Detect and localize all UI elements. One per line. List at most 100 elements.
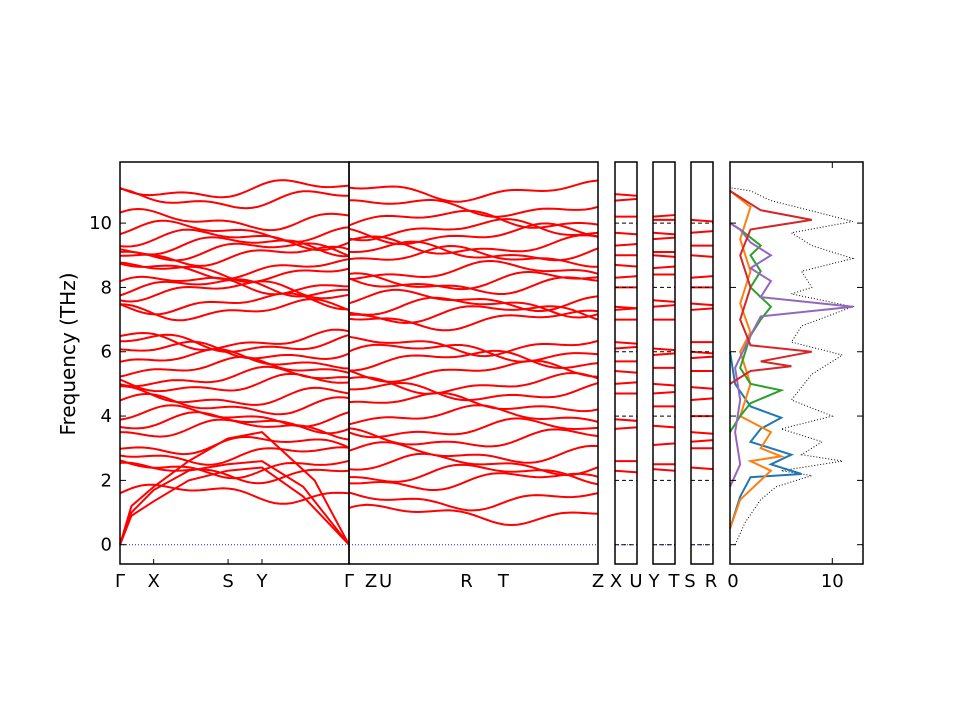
band-line-p2-6 bbox=[348, 427, 599, 448]
band-line-xu-5 bbox=[614, 381, 638, 385]
y-tick-label-4: 8 bbox=[101, 277, 112, 298]
band-line-xu-2 bbox=[614, 426, 638, 430]
band-line-p2-21 bbox=[348, 270, 599, 291]
band-line-p1-22 bbox=[119, 261, 350, 284]
band-line-p2-12 bbox=[348, 359, 599, 383]
kpath1-label-4: Γ bbox=[344, 571, 354, 592]
band-line-xu-15 bbox=[614, 263, 638, 268]
dos-partial-line-0 bbox=[729, 351, 802, 529]
band-line-p2-11 bbox=[348, 371, 599, 395]
band-line-p1-25 bbox=[119, 242, 350, 262]
band-line-xu-21 bbox=[614, 193, 638, 197]
xu-label-0: X bbox=[610, 571, 622, 592]
acoustic-branch-1 bbox=[119, 460, 350, 546]
band-line-yt-11 bbox=[652, 304, 676, 308]
band-line-xu-12 bbox=[614, 305, 638, 310]
band-line-yt-20 bbox=[652, 214, 676, 218]
band-line-p2-19 bbox=[348, 288, 599, 312]
y-axis-label: Frequency (THz) bbox=[56, 272, 80, 435]
band-line-p2-0 bbox=[348, 503, 599, 527]
band-line-p1-9 bbox=[119, 385, 350, 406]
band-line-yt-3 bbox=[652, 424, 676, 429]
kpath1-label-1: X bbox=[147, 571, 159, 592]
band-line-sr-12 bbox=[690, 302, 714, 307]
dos-x-tick-label-1: 10 bbox=[821, 571, 844, 592]
y-tick-label-5: 10 bbox=[89, 213, 112, 234]
band-line-xu-17 bbox=[614, 243, 638, 247]
band-line-sr-17 bbox=[690, 230, 714, 234]
band-line-sr-3 bbox=[690, 431, 714, 435]
band-line-p2-13 bbox=[348, 349, 599, 372]
band-line-p2-7 bbox=[348, 417, 599, 439]
y-tick-label-0: 0 bbox=[101, 535, 112, 556]
band-line-yt-6 bbox=[652, 382, 676, 387]
band-line-yt-12 bbox=[652, 299, 676, 303]
bands-layer bbox=[119, 179, 855, 546]
band-line-sr-0 bbox=[690, 466, 714, 471]
band-line-p1-11 bbox=[119, 365, 350, 388]
panel-frame-3 bbox=[652, 161, 676, 565]
band-line-p2-3 bbox=[349, 463, 599, 486]
dos-partial-line-4 bbox=[729, 190, 812, 385]
y-tick-label-1: 2 bbox=[101, 470, 112, 491]
sr-label-1: R bbox=[705, 571, 718, 592]
yt-label-0: Y bbox=[648, 571, 661, 592]
band-line-p1-12 bbox=[119, 355, 350, 378]
band-line-p2-18 bbox=[348, 296, 599, 319]
band-line-p2-5 bbox=[348, 441, 599, 464]
band-line-sr-11 bbox=[690, 307, 714, 311]
band-line-xu-3 bbox=[614, 418, 638, 422]
panel-frame-1 bbox=[348, 161, 599, 565]
band-line-yt-17 bbox=[652, 236, 676, 241]
kpath1-label-0: Γ bbox=[115, 571, 125, 592]
band-line-p1-23 bbox=[119, 258, 350, 281]
band-line-p1-8 bbox=[119, 392, 350, 416]
band-line-p2-24 bbox=[348, 240, 599, 262]
band-line-yt-2 bbox=[652, 442, 676, 447]
band-line-p2-8 bbox=[348, 404, 599, 426]
band-line-sr-6 bbox=[690, 386, 714, 390]
kpath2-label-3: T bbox=[497, 571, 510, 592]
band-line-p1-27 bbox=[119, 228, 350, 252]
band-line-p1-21 bbox=[119, 275, 350, 296]
band-line-p1-19 bbox=[119, 280, 350, 303]
band-line-p1-2 bbox=[119, 459, 350, 480]
band-line-yt-15 bbox=[652, 254, 676, 258]
band-line-sr-14 bbox=[690, 275, 714, 279]
kpath2-label-1: U bbox=[379, 571, 392, 592]
band-line-p2-4 bbox=[348, 452, 599, 477]
dos-partial-line-3 bbox=[729, 222, 853, 488]
band-line-p2-28 bbox=[348, 209, 599, 229]
band-line-p1-31 bbox=[119, 179, 350, 199]
band-line-xu-9 bbox=[614, 341, 638, 345]
acoustic-branch-0 bbox=[119, 466, 350, 546]
kpath2-label-2: R bbox=[460, 571, 473, 592]
y-tick-label-3: 6 bbox=[101, 342, 112, 363]
xu-label-1: U bbox=[629, 571, 642, 592]
kpath2-label-0: Z bbox=[365, 571, 377, 592]
y-tick-label-2: 4 bbox=[101, 406, 112, 427]
band-line-p2-25 bbox=[348, 234, 599, 255]
band-line-yt-14 bbox=[652, 265, 676, 270]
frames-layer bbox=[119, 161, 864, 565]
band-line-xu-0 bbox=[614, 469, 638, 474]
band-line-p1-28 bbox=[119, 219, 350, 243]
band-line-p2-1 bbox=[348, 491, 599, 512]
band-line-yt-18 bbox=[652, 231, 676, 236]
band-line-p1-3 bbox=[119, 446, 350, 466]
band-line-p2-27 bbox=[348, 218, 599, 242]
band-line-p2-22 bbox=[348, 259, 599, 281]
band-line-yt-9 bbox=[652, 347, 676, 352]
band-line-xu-8 bbox=[614, 345, 638, 350]
band-line-sr-2 bbox=[690, 439, 714, 443]
dos-x-tick-label-0: 0 bbox=[727, 571, 738, 592]
kpath2-label-4: Z bbox=[592, 571, 604, 592]
band-line-p2-17 bbox=[348, 305, 599, 325]
sr-label-0: S bbox=[684, 571, 695, 592]
band-line-yt-8 bbox=[652, 352, 676, 356]
band-line-yt-5 bbox=[652, 390, 676, 395]
acoustic-branch-2 bbox=[119, 431, 350, 546]
panel-frame-4 bbox=[690, 161, 714, 565]
